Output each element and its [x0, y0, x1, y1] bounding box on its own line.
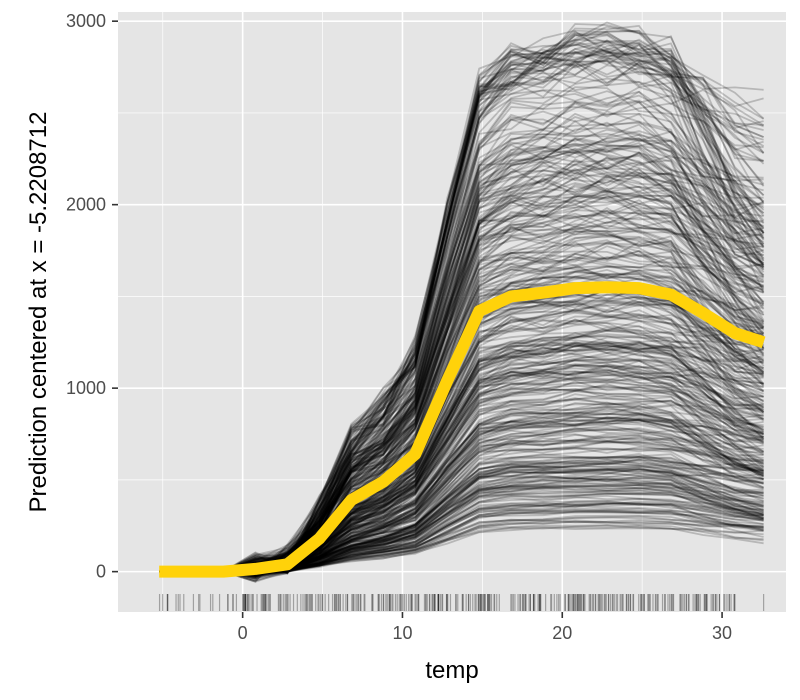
ice-curve [159, 161, 765, 577]
ice-curve [159, 54, 765, 573]
ice-curve [159, 212, 765, 573]
ice-curve [159, 60, 765, 573]
ice-curve [159, 190, 765, 573]
x-tick-label: 30 [712, 623, 732, 643]
ice-curve [159, 29, 765, 583]
ice-curve [159, 192, 765, 573]
ice-curve [159, 203, 765, 573]
ice-curve [159, 32, 765, 583]
ice-curve [159, 42, 764, 573]
ice-curve [159, 54, 764, 582]
ice-curve [159, 253, 765, 573]
ice-curve [159, 194, 765, 573]
ice-curve [159, 48, 765, 583]
ice-curve [159, 190, 764, 580]
ice-curve [159, 169, 765, 573]
ice-curve [159, 195, 765, 577]
ice-curve [159, 158, 765, 573]
ice-curve [159, 56, 765, 573]
rug-marks [158, 594, 765, 611]
ice-curve [159, 21, 765, 573]
ice-curve [159, 100, 765, 573]
y-tick-label: 0 [96, 562, 106, 582]
major-gridlines [118, 12, 786, 612]
ice-curve [159, 149, 765, 573]
ice-curve [159, 60, 765, 578]
y-tick-label: 3000 [66, 11, 106, 31]
panel-background [118, 12, 786, 612]
ice-curve [159, 90, 765, 573]
x-axis-title: temp [425, 657, 478, 684]
ice-curve [159, 110, 765, 573]
ice-curve [159, 136, 765, 573]
ice-curve [159, 308, 765, 578]
ice-curve [159, 122, 765, 573]
ice-curve [159, 51, 765, 573]
ice-curve [159, 34, 765, 582]
ice-curve [159, 33, 765, 575]
ice-curve [159, 167, 765, 573]
ice-curve [159, 358, 764, 577]
x-tick-label: 20 [552, 623, 572, 643]
ice-curve [159, 101, 765, 573]
ice-curve [159, 144, 764, 573]
ice-curve [159, 161, 764, 573]
ice-curve [159, 43, 765, 577]
ice-curve [159, 207, 764, 580]
y-axis-title: Prediction centered at x = -5.2208712 [25, 112, 52, 513]
ice-curve [159, 38, 765, 578]
ice-curve [159, 90, 764, 573]
ice-curve [159, 43, 764, 573]
ice-curve [159, 387, 765, 577]
ice-curve [159, 151, 764, 573]
x-axis: 0 10 20 30 [238, 612, 732, 643]
ice-curve [159, 43, 764, 573]
ice-curve [159, 133, 765, 573]
ice-curve [159, 138, 765, 581]
pdp-line [159, 281, 766, 578]
y-tick-label: 1000 [66, 378, 106, 398]
ice-curve [159, 60, 765, 580]
ice-curve [159, 234, 764, 577]
ice-curve [159, 173, 764, 573]
y-tick-label: 2000 [66, 195, 106, 215]
ice-curve [159, 167, 764, 573]
x-tick-label: 10 [392, 623, 412, 643]
ice-curve [159, 112, 764, 573]
pdp-layer [159, 281, 766, 578]
x-tick-label: 0 [238, 623, 248, 643]
ice-curve [159, 30, 765, 577]
ice-curve [159, 227, 764, 573]
ice-curve [159, 40, 765, 573]
ice-curve [159, 23, 764, 573]
ice-curve [159, 147, 765, 580]
ice-curve [159, 229, 765, 573]
ice-curve [159, 128, 765, 573]
ice-curve [159, 39, 764, 573]
ice-curve [159, 300, 764, 578]
y-axis: 0 1000 2000 3000 [66, 11, 118, 582]
